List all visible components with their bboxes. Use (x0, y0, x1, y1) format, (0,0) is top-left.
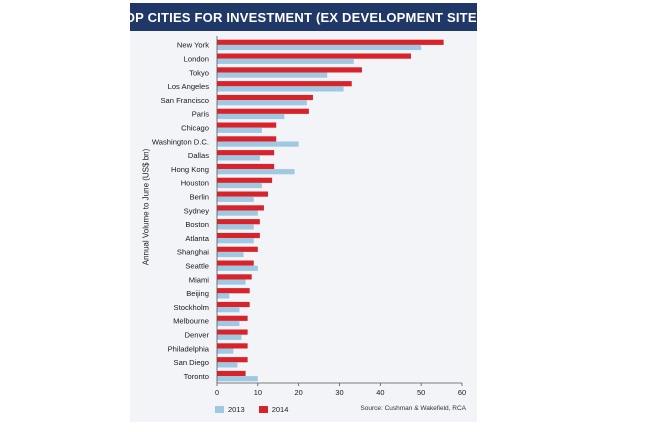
bar-2013 (217, 334, 242, 340)
category-label: Dallas (188, 151, 209, 160)
bar-2013 (217, 279, 246, 285)
bar-2013 (217, 127, 262, 133)
bar-2014 (217, 232, 260, 239)
category-label: Boston (185, 220, 209, 229)
bar-2013 (217, 376, 258, 382)
bar-2013 (217, 293, 230, 299)
bar-2014 (217, 108, 309, 114)
bar-2014 (217, 177, 273, 183)
bar-2013 (217, 362, 238, 368)
category-label: London (184, 55, 209, 64)
bar-2014 (217, 274, 252, 280)
category-label: Beijing (186, 289, 209, 298)
category-label: Sydney (184, 206, 210, 215)
category-label: Toronto (184, 372, 209, 381)
legend-label-2013: 2013 (228, 404, 245, 414)
legend-label-2014: 2014 (271, 404, 289, 414)
bar-2014 (217, 163, 275, 170)
bar-2013 (217, 307, 240, 313)
category-label: Seattle (185, 262, 209, 271)
bar-2013 (217, 210, 258, 216)
bar-2014 (217, 53, 411, 59)
category-label: Chicago (181, 124, 209, 133)
bar-2014 (217, 219, 260, 225)
category-label: Hong Kong (171, 165, 209, 174)
legend-swatch-2014 (258, 405, 268, 413)
legend-item-2013: 2013 (215, 405, 245, 414)
bar-2014 (217, 94, 313, 101)
category-label: New York (177, 41, 209, 50)
category-label: Philadelphia (168, 344, 210, 353)
bar-2014 (217, 370, 246, 377)
category-label: Washington D.C. (152, 137, 209, 146)
bar-2014 (217, 150, 275, 156)
x-tick-label: 20 (295, 388, 303, 397)
title-bar: TOP CITIES FOR INVESTMENT (EX DEVELOPMEN… (117, 3, 490, 31)
bar-2013 (217, 182, 262, 189)
bar-2014 (217, 191, 269, 197)
x-tick-label: 0 (215, 388, 219, 397)
bar-2013 (217, 348, 234, 354)
bar-2013 (217, 58, 354, 64)
bar-2014 (217, 260, 254, 266)
category-label: Tokyo (189, 68, 209, 77)
bar-2014 (217, 39, 444, 45)
bar-2013 (217, 238, 254, 244)
bar-2014 (217, 81, 352, 87)
category-label: Melbourne (173, 317, 209, 326)
legend-swatch-2013 (215, 405, 224, 413)
bar-2013 (217, 155, 260, 161)
bar-2014 (217, 343, 248, 349)
bar-2013 (217, 224, 254, 230)
bar-2014 (217, 205, 264, 211)
bar-2013 (217, 113, 285, 120)
category-label: Atlanta (185, 234, 209, 243)
bar-2014 (217, 67, 362, 73)
category-label: Berlin (190, 193, 209, 202)
bar-2013 (217, 196, 254, 202)
bar-2013 (217, 86, 344, 92)
bar-2014 (217, 301, 250, 308)
source-note: Source: Cushman & Wakefield, RCA (360, 405, 466, 412)
x-tick-label: 60 (458, 388, 466, 397)
x-tick-label: 50 (417, 388, 425, 397)
bar-2014 (217, 357, 248, 363)
bar-2014 (217, 288, 250, 294)
legend: 2013 2014 (215, 403, 302, 415)
bar-2013 (217, 100, 307, 106)
bar-2013 (217, 44, 422, 51)
category-label: Shanghai (177, 248, 209, 257)
bar-2013 (217, 169, 295, 175)
category-label: Houston (181, 179, 209, 188)
x-tick-label: 10 (254, 388, 262, 397)
category-label: Los Angeles (168, 82, 210, 91)
category-label: Miami (189, 275, 210, 284)
category-label: San Diego (174, 358, 209, 367)
bar-2013 (217, 141, 299, 147)
category-label: Paris (192, 110, 210, 119)
bar-2014 (217, 122, 277, 128)
bar-2014 (217, 136, 277, 142)
bar-2013 (217, 265, 258, 271)
bar-2013 (217, 251, 244, 258)
category-label: Denver (185, 331, 210, 340)
bar-2014 (217, 329, 248, 335)
bar-2013 (217, 320, 240, 327)
category-label: San Francisco (160, 96, 209, 105)
x-tick-label: 30 (335, 388, 343, 397)
y-axis-label: Annual Volume to June (US$ bn) (141, 148, 151, 266)
bar-2014 (217, 315, 248, 321)
legend-item-2014: 2014 (258, 404, 289, 414)
x-tick-label: 40 (376, 388, 384, 397)
bar-2013 (217, 72, 328, 78)
bar-2014 (217, 246, 258, 252)
chart-title: TOP CITIES FOR INVESTMENT (EX DEVELOPMEN… (116, 9, 491, 25)
category-label: Stockholm (174, 303, 209, 312)
